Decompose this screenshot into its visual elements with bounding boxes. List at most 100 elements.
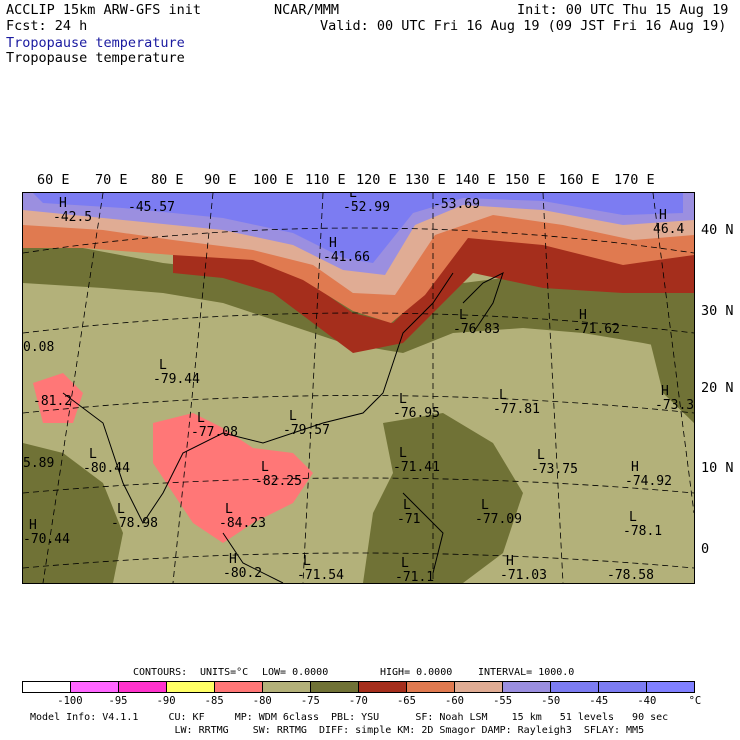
map-panel: H -42.5 -45.57 L -52.99 -53.69 H -41.66 H 46.4 0.0… (22, 186, 695, 585)
band-70-se (363, 413, 523, 583)
legend-label: -70 (348, 695, 368, 707)
color-legend (22, 681, 695, 693)
field-title-blue: Tropopause temperature (6, 35, 185, 51)
extremum-value: -80.2 (223, 566, 262, 581)
low-marker: L (261, 460, 269, 475)
high-marker: H (29, 518, 37, 533)
high-marker: H (661, 384, 669, 399)
lon-label: 120 E (356, 172, 397, 188)
low-marker: L (401, 556, 409, 571)
tropopause-map: H-42.5-45.57L-52.99 -53.69H-41.66H46.40.0… (22, 186, 695, 585)
low-marker: L (289, 409, 297, 424)
extremum-value: -71.41 (393, 460, 440, 475)
low-marker: L (399, 392, 407, 407)
extremum-value: -79.57 (283, 423, 330, 438)
extremum-value: -77.08 (191, 425, 238, 440)
lon-label: 90 E (204, 172, 237, 188)
legend-label: -50 (541, 695, 561, 707)
extremum-value: -76.95 (393, 406, 440, 421)
graticule (22, 192, 695, 584)
low-label: LOW= 0.0000 (262, 667, 329, 678)
extremum-value: -45.57 (128, 200, 175, 215)
lon-label: 60 E (37, 172, 70, 188)
model-info-line1: Model Info: V4.1.1 CU: KF MP: WDM 6class… (30, 712, 669, 723)
legend-swatch (359, 682, 407, 692)
legend-swatch (647, 682, 694, 692)
lat-label: 0 (701, 541, 710, 557)
valid-time: Valid: 00 UTC Fri 16 Aug 19 (09 JST Fri … (320, 18, 727, 34)
legend-swatch (311, 682, 359, 692)
legend-swatch (263, 682, 311, 692)
legend-label: -85 (204, 695, 224, 707)
low-marker: L (499, 388, 507, 403)
extremum-value: -73.75 (531, 462, 578, 477)
extremum-value: -41.66 (323, 250, 370, 265)
band-70-e (643, 303, 694, 423)
units-label: UNITS=°C (200, 667, 249, 678)
lon-label: 140 E (455, 172, 496, 188)
legend-swatch (599, 682, 647, 692)
band-70 (23, 233, 694, 353)
legend-swatch (215, 682, 263, 692)
high-marker: H (631, 460, 639, 475)
legend-swatch (407, 682, 455, 692)
band-70-sw (23, 443, 123, 583)
extremum-value: -79.44 (153, 372, 200, 387)
extremum-value: -82.25 (255, 474, 302, 489)
legend-swatch (71, 682, 119, 692)
extremum-value: -71.62 (573, 322, 620, 337)
extremum-value: -42.5 (53, 210, 92, 225)
high-marker: H (329, 236, 337, 251)
extremum-value: -70.44 (23, 532, 70, 547)
extremum-value: -71.1 (395, 570, 434, 583)
low-marker: L (399, 446, 407, 461)
extremum-value: -71.03 (500, 568, 547, 583)
legend-swatch (23, 682, 71, 692)
legend-label: -80 (252, 695, 272, 707)
low-marker: L (117, 502, 125, 517)
extremum-value: -78.98 (111, 516, 158, 531)
high-marker: H (506, 554, 514, 569)
low-marker: L (537, 448, 545, 463)
high-marker: H (229, 552, 237, 567)
legend-label: -60 (445, 695, 464, 707)
extremum-value: -80.44 (83, 461, 130, 476)
lon-label: 170 E (614, 172, 655, 188)
lat-label: 30 N (701, 303, 734, 319)
lon-label: 110 E (305, 172, 346, 188)
low-marker: L (629, 510, 637, 525)
band-65 (173, 233, 694, 353)
extremum-value: -84.23 (219, 516, 266, 531)
high-marker: H (579, 308, 587, 323)
legend-swatch (119, 682, 167, 692)
legend-label: -45 (589, 695, 609, 707)
lat-label: 20 N (701, 380, 734, 396)
legend-label: -100 (57, 695, 83, 707)
low-marker: L (459, 308, 467, 323)
extremum-value: -53.69 (433, 197, 480, 212)
lat-label: 40 N (701, 222, 734, 238)
legend-swatch (551, 682, 599, 692)
extremum-value: -52.99 (343, 200, 390, 215)
extremum-value: -74.92 (625, 474, 672, 489)
legend-swatch (503, 682, 551, 692)
low-marker: L (197, 411, 205, 426)
extremum-value: 46.4 (653, 222, 684, 237)
forecast-hour: Fcst: 24 h (6, 18, 88, 34)
legend-label: -55 (493, 695, 513, 707)
low-marker: L (403, 498, 411, 513)
high-marker: H (59, 196, 67, 211)
extremum-value: -76.83 (453, 322, 500, 337)
extremum-value: -78.1 (623, 524, 662, 539)
legend-label: -40 (637, 695, 657, 707)
extremum-value: -77.81 (493, 402, 540, 417)
low-marker: L (303, 554, 311, 569)
legend-label: °C (688, 695, 702, 707)
low-marker: L (89, 447, 97, 462)
legend-label: -90 (156, 695, 176, 707)
interval-label: INTERVAL= 1000.0 (478, 667, 575, 678)
extremum-value: -81.2 (33, 394, 72, 409)
extremum-value: 0.08 (23, 340, 54, 355)
extremum-value: -71.54 (297, 568, 344, 583)
lon-label: 80 E (151, 172, 184, 188)
